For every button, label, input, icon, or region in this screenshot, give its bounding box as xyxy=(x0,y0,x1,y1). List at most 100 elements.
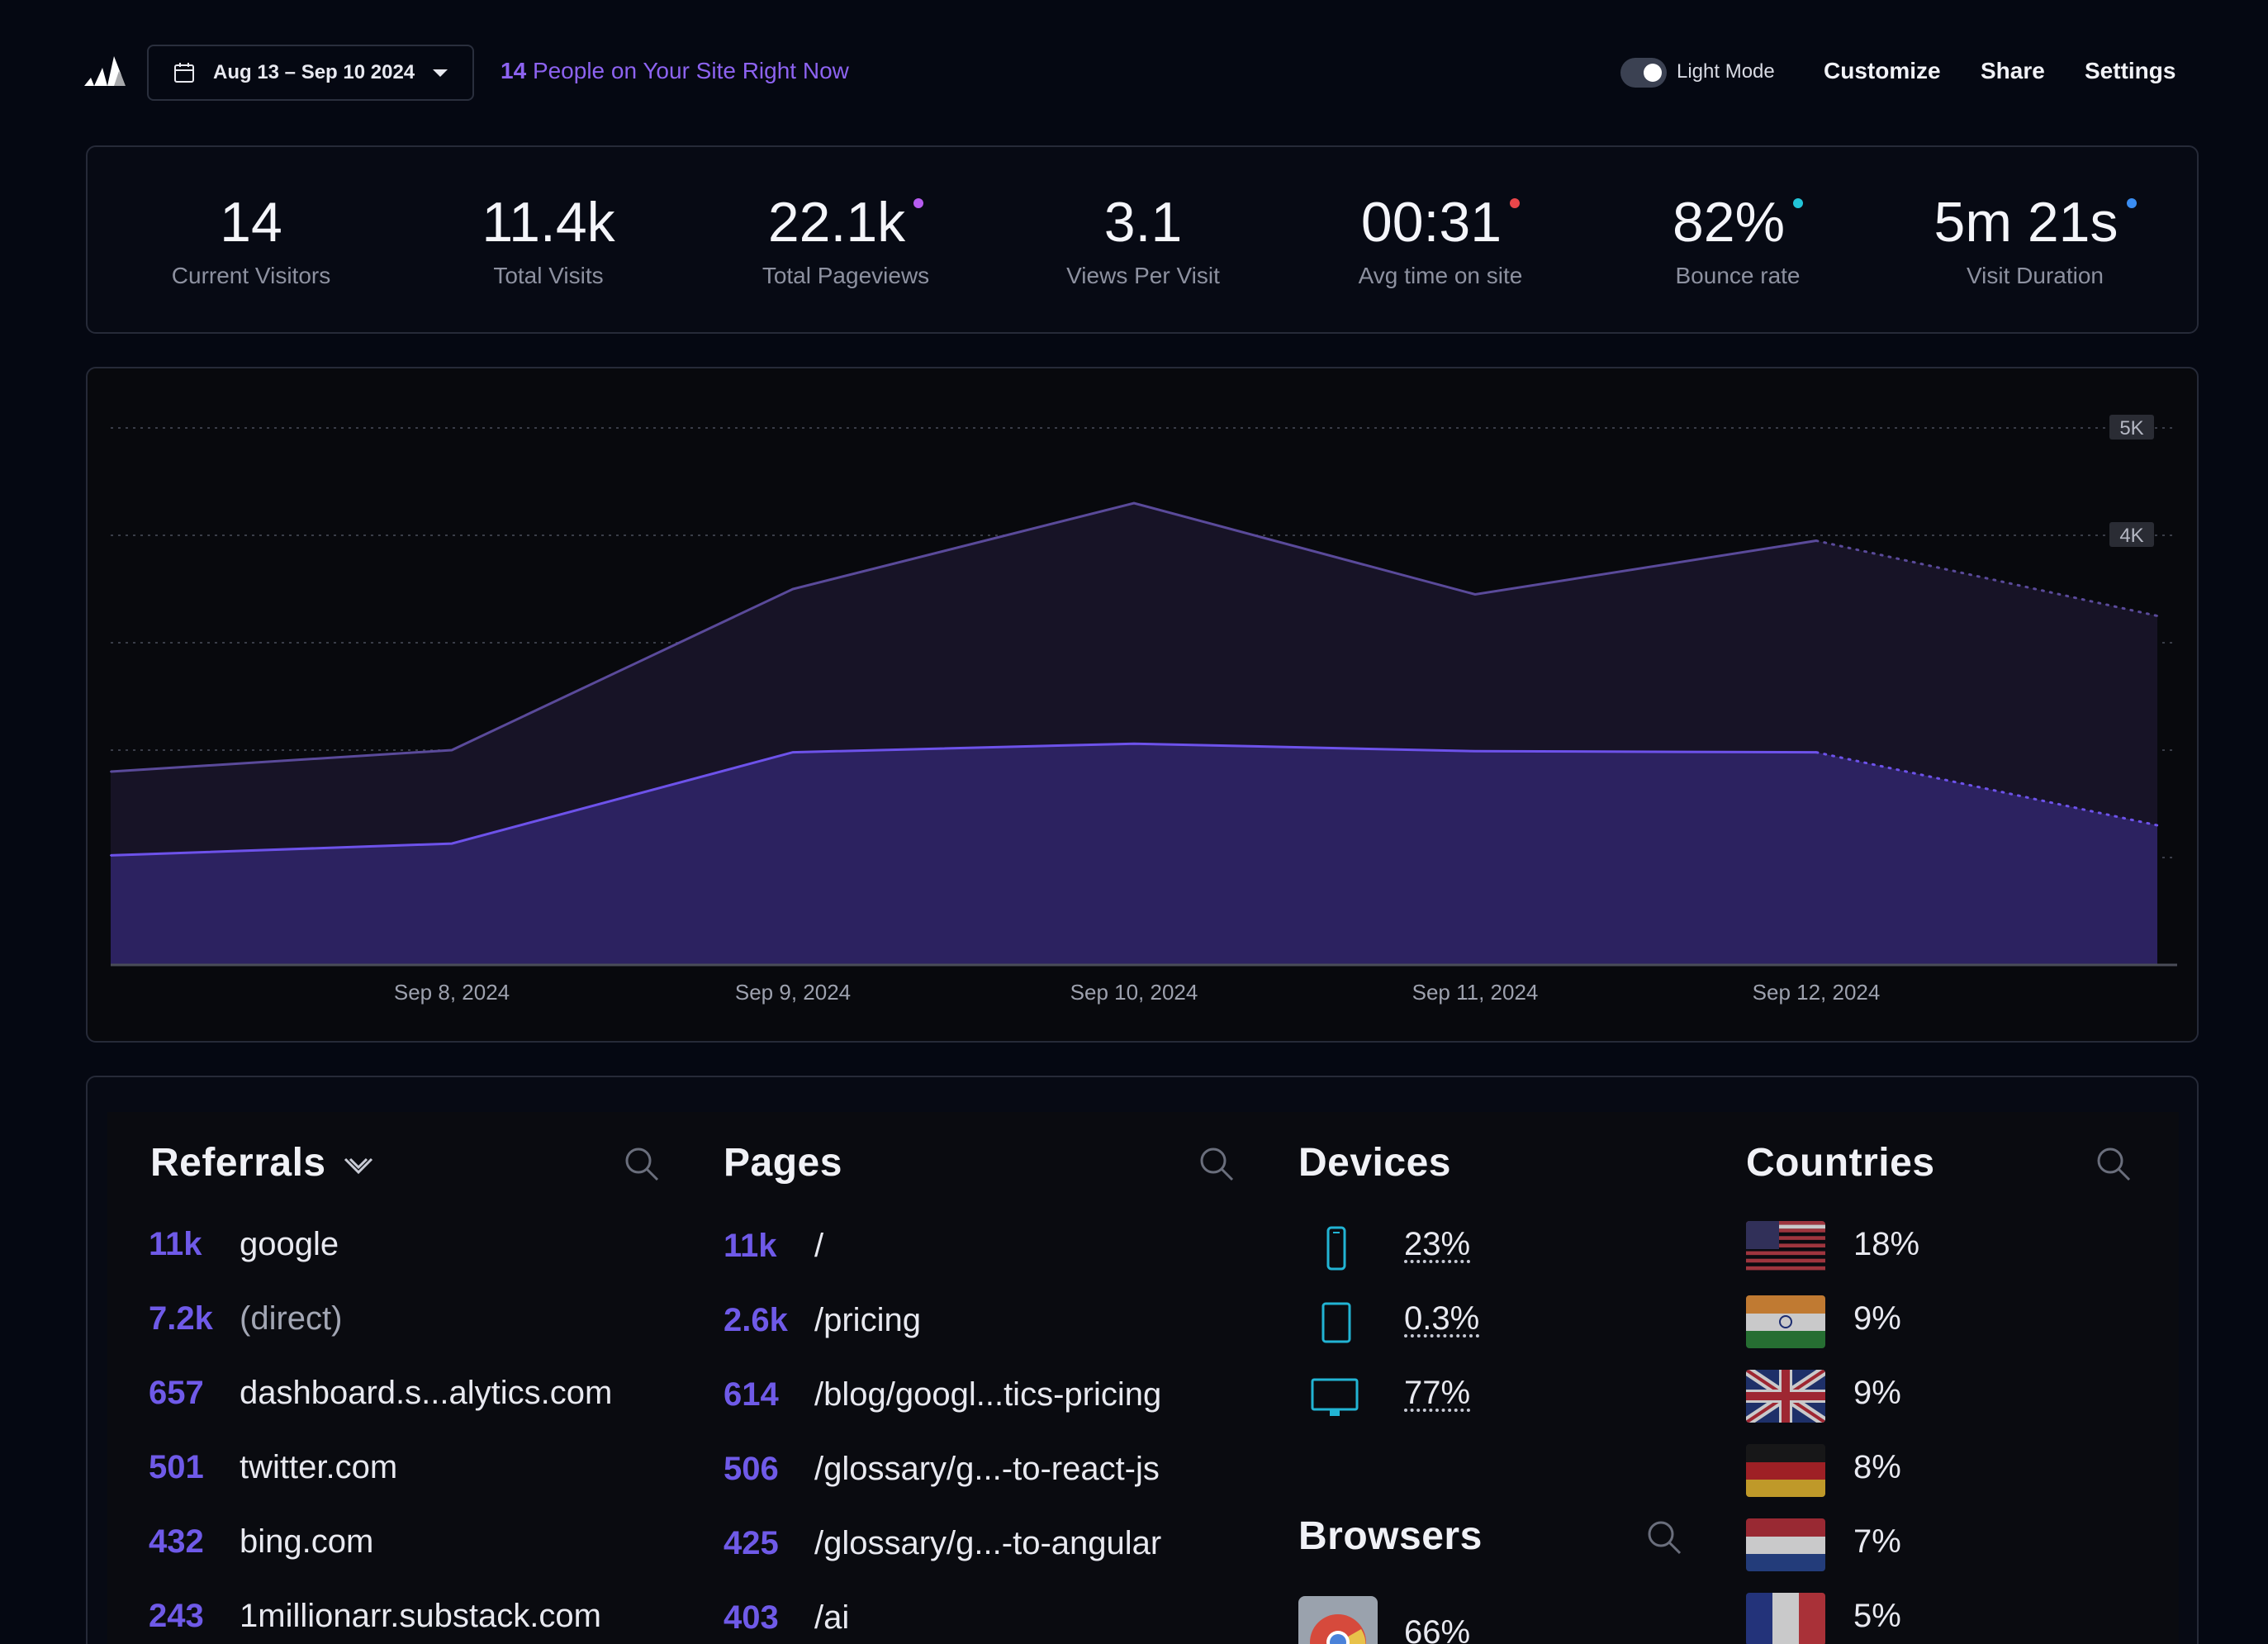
data-point[interactable] xyxy=(1815,751,1817,753)
stat-label: Total Pageviews xyxy=(762,263,930,288)
page-path-link[interactable]: /blog/googl...tics-pricing xyxy=(814,1376,1162,1413)
trend-dot-icon xyxy=(1510,198,1521,208)
chevron-down-icon xyxy=(433,69,448,77)
stat-item[interactable]: 5m 21s Visit Duration xyxy=(1886,147,2184,335)
stat-value-wrap: 82% xyxy=(1589,190,1886,254)
data-point[interactable] xyxy=(2156,824,2158,826)
tablet-icon xyxy=(1320,1300,1353,1351)
referral-source-link[interactable]: (direct) xyxy=(240,1300,343,1337)
share-button[interactable]: Share xyxy=(1981,58,2045,83)
logo-icon[interactable] xyxy=(83,53,129,89)
pages-search-icon[interactable] xyxy=(1198,1145,1236,1183)
settings-button[interactable]: Settings xyxy=(2085,58,2176,83)
chevron-down-icon[interactable] xyxy=(342,1152,375,1177)
y-tick-bg xyxy=(2109,415,2154,440)
trend-dot-icon xyxy=(2126,198,2137,208)
x-tick-label: Sep 12, 2024 xyxy=(1753,980,1881,1005)
referral-source-link[interactable]: twitter.com xyxy=(240,1449,398,1485)
customize-button[interactable]: Customize xyxy=(1824,58,1941,83)
stat-item[interactable]: 14 Current Visitors xyxy=(102,147,400,335)
device-percentage[interactable]: 0.3% xyxy=(1404,1300,1480,1337)
data-point[interactable] xyxy=(792,751,794,753)
pages-title: Pages xyxy=(724,1141,842,1185)
page-path-link[interactable]: /ai xyxy=(814,1599,850,1636)
y-tick-bg xyxy=(2109,522,2154,547)
stat-item[interactable]: 82% Bounce rate xyxy=(1589,147,1886,335)
stat-item[interactable]: 11.4k Total Visits xyxy=(400,147,697,335)
toggle-knob xyxy=(1644,64,1662,82)
referral-count: 432 xyxy=(149,1523,204,1560)
data-point[interactable] xyxy=(1474,750,1476,753)
browsers-search-icon[interactable] xyxy=(1645,1518,1683,1556)
stat-value-wrap: 22.1k xyxy=(697,190,994,254)
data-point[interactable] xyxy=(1815,539,1817,542)
stat-value: 5m 21s xyxy=(1933,191,2119,254)
page-count: 614 xyxy=(724,1376,779,1413)
countries-title: Countries xyxy=(1746,1141,1935,1185)
country-percentage[interactable]: 18% xyxy=(1853,1226,1920,1262)
country-percentage[interactable]: 9% xyxy=(1853,1375,1901,1411)
france-flag-icon xyxy=(1746,1593,1825,1644)
stat-item[interactable]: 00:31 Avg time on site xyxy=(1292,147,1589,335)
date-range-picker[interactable]: Aug 13 – Sep 10 2024 xyxy=(147,45,474,101)
country-percentage[interactable]: 5% xyxy=(1853,1598,1901,1634)
data-point[interactable] xyxy=(2156,615,2158,617)
date-range-label: Aug 13 – Sep 10 2024 xyxy=(213,61,415,83)
referral-count: 11k xyxy=(149,1226,202,1262)
stat-item[interactable]: 3.1 Views Per Visit xyxy=(994,147,1292,335)
stat-value: 11.4k xyxy=(482,191,615,254)
india-flag-icon xyxy=(1746,1295,1825,1348)
stat-value: 14 xyxy=(220,191,282,254)
data-point[interactable] xyxy=(1133,743,1135,745)
series-projection-line xyxy=(1815,539,2159,617)
stats-summary-card: 14 Current Visitors 11.4k Total Visits 22.1k… xyxy=(86,145,2199,334)
country-percentage[interactable]: 7% xyxy=(1853,1523,1901,1560)
data-point[interactable] xyxy=(1474,593,1476,596)
stat-value-wrap: 00:31 xyxy=(1292,190,1589,254)
device-percentage[interactable]: 77% xyxy=(1404,1375,1471,1411)
page-path-link[interactable]: / xyxy=(814,1228,824,1264)
stat-value-wrap: 5m 21s xyxy=(1886,190,2184,254)
series-line xyxy=(110,742,1817,857)
stat-value: 00:31 xyxy=(1360,191,1502,254)
live-visitor-count: 14 xyxy=(501,58,527,83)
referral-source-link[interactable]: dashboard.s...alytics.com xyxy=(240,1375,613,1411)
referrals-search-icon[interactable] xyxy=(623,1145,661,1183)
referral-source-link[interactable]: 1millionarr.substack.com xyxy=(240,1598,601,1634)
page-path-link[interactable]: /glossary/g...-to-angular xyxy=(814,1525,1162,1561)
page-count: 425 xyxy=(724,1525,779,1561)
light-mode-toggle[interactable] xyxy=(1620,58,1667,88)
data-point[interactable] xyxy=(451,749,453,751)
countries-search-icon[interactable] xyxy=(2095,1145,2133,1183)
referral-source-link[interactable]: google xyxy=(240,1226,339,1262)
us-flag-icon xyxy=(1746,1221,1825,1274)
page-count: 403 xyxy=(724,1599,779,1636)
stat-label: Current Visitors xyxy=(171,263,331,288)
x-tick-label: Sep 10, 2024 xyxy=(1070,980,1198,1005)
country-percentage[interactable]: 9% xyxy=(1853,1300,1901,1337)
x-tick-label: Sep 8, 2024 xyxy=(394,980,510,1005)
page-path-link[interactable]: /glossary/g...-to-react-js xyxy=(814,1451,1160,1487)
data-point[interactable] xyxy=(110,771,112,772)
stat-value: 22.1k xyxy=(767,191,906,254)
referral-count: 7.2k xyxy=(149,1300,213,1337)
page-path-link[interactable]: /pricing xyxy=(814,1302,921,1338)
browser-percentage: 66% xyxy=(1404,1614,1471,1644)
referral-source-link[interactable]: bing.com xyxy=(240,1523,374,1560)
live-visitors-link[interactable]: 14 People on Your Site Right Now xyxy=(501,58,849,84)
data-point[interactable] xyxy=(1133,502,1135,504)
device-percentage[interactable]: 23% xyxy=(1404,1226,1471,1262)
country-percentage[interactable]: 8% xyxy=(1853,1449,1901,1485)
data-point[interactable] xyxy=(451,843,453,845)
stat-item[interactable]: 22.1k Total Pageviews xyxy=(697,147,994,335)
trend-dot-icon xyxy=(913,198,924,208)
breakdown-panels xyxy=(107,1112,2179,1644)
stat-label: Total Visits xyxy=(493,263,604,288)
referrals-title[interactable]: Referrals xyxy=(150,1140,375,1185)
stat-value: 3.1 xyxy=(1103,191,1183,254)
data-point[interactable] xyxy=(792,588,794,590)
light-mode-label: Light Mode xyxy=(1677,60,1775,83)
data-point[interactable] xyxy=(110,854,112,857)
